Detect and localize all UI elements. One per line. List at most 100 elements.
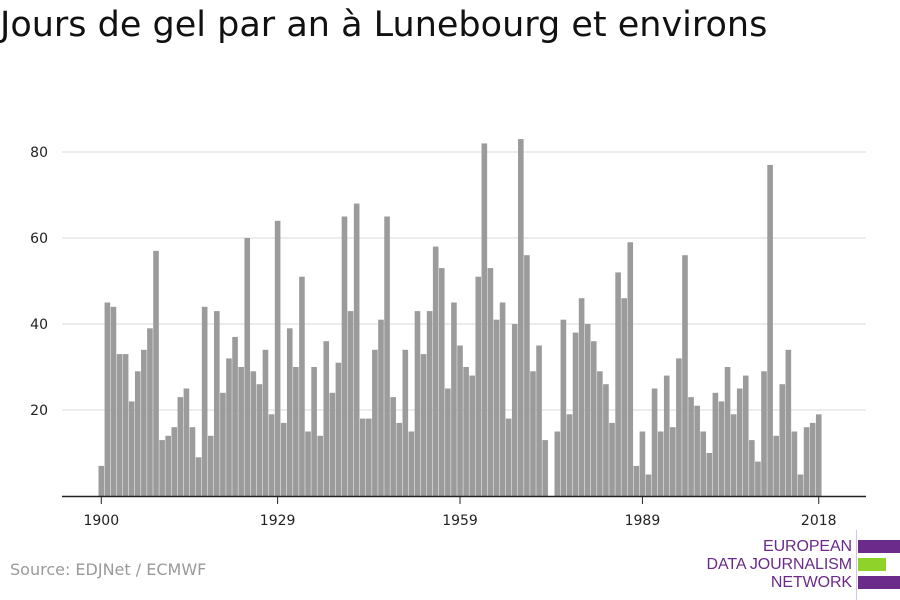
bar-1947 (384, 216, 390, 496)
bar-1960 (463, 367, 469, 496)
bar-2012 (779, 384, 786, 496)
x-axis (62, 495, 866, 504)
bar-1969 (518, 139, 524, 496)
bar-1936 (317, 435, 323, 496)
bar-1912 (171, 427, 178, 496)
bar-1989 (639, 431, 646, 496)
bar-1923 (238, 367, 244, 496)
x-tick-label: 1900 (83, 513, 119, 529)
bar-2011 (773, 435, 779, 496)
logo-purple-bar-bottom (858, 576, 900, 589)
bar-2001 (712, 392, 719, 496)
bar-1990 (645, 474, 652, 496)
bar-1900 (98, 465, 105, 496)
bar-1933 (299, 276, 305, 496)
bar-1906 (134, 371, 141, 496)
x-axis-tick-labels: 1900 1929 1959 1989 2018 (83, 513, 836, 529)
bar-1979 (578, 298, 585, 496)
edjnet-logo: EUROPEAN DATA JOURNALISM NETWORK (690, 530, 900, 600)
bar-1926 (256, 384, 263, 496)
bar-1945 (372, 349, 378, 496)
y-tick-label: 40 (30, 317, 48, 333)
bar-1952 (414, 311, 421, 496)
bar-2000 (706, 453, 713, 496)
bar-1905 (128, 401, 135, 496)
bar-1951 (408, 431, 415, 496)
source-note: Source: EDJNet / ECMWF (10, 560, 207, 579)
bar-1928 (268, 414, 275, 496)
bar-1902 (110, 306, 117, 496)
bar-1954 (426, 311, 433, 496)
bar-1950 (402, 349, 409, 496)
bar-2003 (724, 367, 731, 496)
bar-1949 (396, 422, 403, 496)
bar-1993 (663, 375, 670, 496)
bar-1938 (329, 392, 336, 496)
bar-1909 (153, 250, 159, 496)
bar-1955 (432, 246, 439, 496)
bar-1901 (104, 302, 111, 496)
y-axis-tick-labels: 20 40 60 80 (30, 145, 48, 419)
bar-1943 (359, 418, 366, 496)
bar-1978 (572, 332, 579, 496)
bar-1956 (438, 268, 445, 496)
bar-1970 (524, 255, 530, 496)
bar-1915 (189, 427, 196, 496)
bar-1935 (311, 367, 317, 496)
bar-1967 (505, 418, 512, 496)
bar-1924 (244, 238, 251, 496)
bar-1953 (420, 354, 427, 496)
bar-1946 (378, 319, 384, 496)
bar-2007 (749, 440, 755, 496)
bar-1959 (457, 345, 463, 496)
bar-1982 (597, 371, 603, 496)
bar-1975 (554, 431, 561, 496)
bar-1983 (603, 384, 609, 496)
logo-purple-bar-top (858, 540, 900, 553)
bar-1941 (347, 311, 354, 496)
bar-1911 (165, 435, 171, 496)
bar-1913 (177, 397, 184, 496)
bar-1921 (226, 358, 232, 496)
x-tick-label: 2018 (801, 513, 837, 529)
bar-1944 (366, 418, 372, 496)
y-tick-label: 60 (30, 231, 48, 247)
bar-1968 (511, 324, 518, 496)
logo-text: EUROPEAN DATA JOURNALISM NETWORK (672, 538, 853, 592)
bar-1908 (147, 328, 153, 496)
bar-2014 (791, 431, 798, 496)
bar-1918 (207, 435, 214, 496)
bar-1965 (493, 319, 500, 496)
bar-1994 (670, 427, 676, 496)
bar-2005 (736, 388, 743, 496)
bar-1987 (627, 242, 634, 496)
bar-2015 (797, 474, 804, 496)
bar-1929 (274, 220, 281, 497)
bar-1971 (530, 371, 536, 496)
bar-1981 (590, 341, 597, 496)
bar-1972 (536, 345, 542, 496)
x-tick-label: 1959 (442, 513, 478, 529)
bar-1914 (183, 388, 190, 496)
bar-1986 (621, 298, 627, 496)
bar-1992 (657, 431, 664, 496)
bar-1903 (116, 354, 123, 496)
bar-1977 (566, 414, 573, 496)
bar-1916 (195, 457, 202, 496)
bar-1984 (609, 422, 615, 496)
bar-1937 (323, 341, 330, 496)
bar-1999 (700, 431, 707, 496)
bar-1988 (633, 465, 640, 496)
bar-1930 (280, 422, 287, 496)
bar-1940 (341, 216, 348, 496)
bar-1917 (201, 306, 208, 496)
bar-1973 (542, 440, 548, 496)
bar-1948 (390, 397, 396, 496)
x-tick-label: 1989 (625, 513, 661, 529)
y-tick-label: 80 (30, 145, 48, 161)
bar-1957 (445, 388, 451, 496)
bar-2006 (742, 375, 749, 496)
bar-2017 (809, 422, 816, 496)
bar-1931 (286, 328, 293, 496)
